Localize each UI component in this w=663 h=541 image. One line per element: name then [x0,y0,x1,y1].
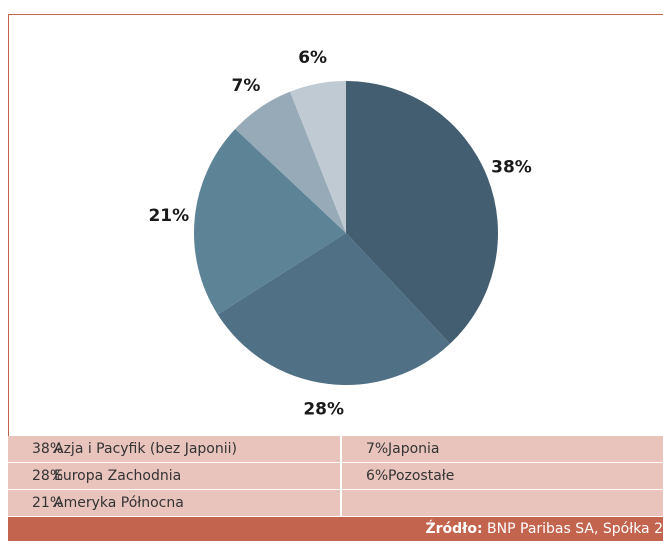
legend-value: 21% [32,495,64,511]
legend-value: 7% [366,441,389,457]
slice [194,128,346,315]
legend-cell: 21%Ameryka Północna [8,490,340,516]
source: Źródło: BNP Paribas SA, Spółka 2 [8,517,663,541]
legend-cell: 28%Europa Zachodnia [8,463,340,489]
legend-cell: 6%Pozostałe [342,463,663,489]
data-label: 28% [303,400,344,420]
slice [346,81,498,344]
legend-cell: 7%Japonia [342,436,663,462]
legend-value: 6% [366,468,389,484]
data-label: 21% [148,206,189,226]
legend-cell: 38%Azja i Pacyfik (bez Japonii) [8,436,340,462]
source-label: Źródło: [425,521,483,537]
data-label: 7% [232,76,261,96]
chart: 38% 28% 21% 7% 6% [8,14,663,436]
data-label: 38% [491,157,532,177]
legend-value: 28% [32,468,64,484]
legend-label: Japonia [388,441,440,457]
legend-value: 38% [32,441,64,457]
frame [8,14,663,436]
legend-label: Europa Zachodnia [54,468,182,484]
slice [217,233,451,386]
data-label: 6% [298,48,327,68]
slice [235,91,346,233]
legend-label: Pozostałe [388,468,455,484]
legend-cell [342,490,663,516]
legend-label: Azja i Pacyfik (bez Japonii) [54,441,237,457]
slice [290,81,346,233]
legend-label: Ameryka Północna [54,495,184,511]
source-text: BNP Paribas SA, Spółka 2 [487,521,663,537]
